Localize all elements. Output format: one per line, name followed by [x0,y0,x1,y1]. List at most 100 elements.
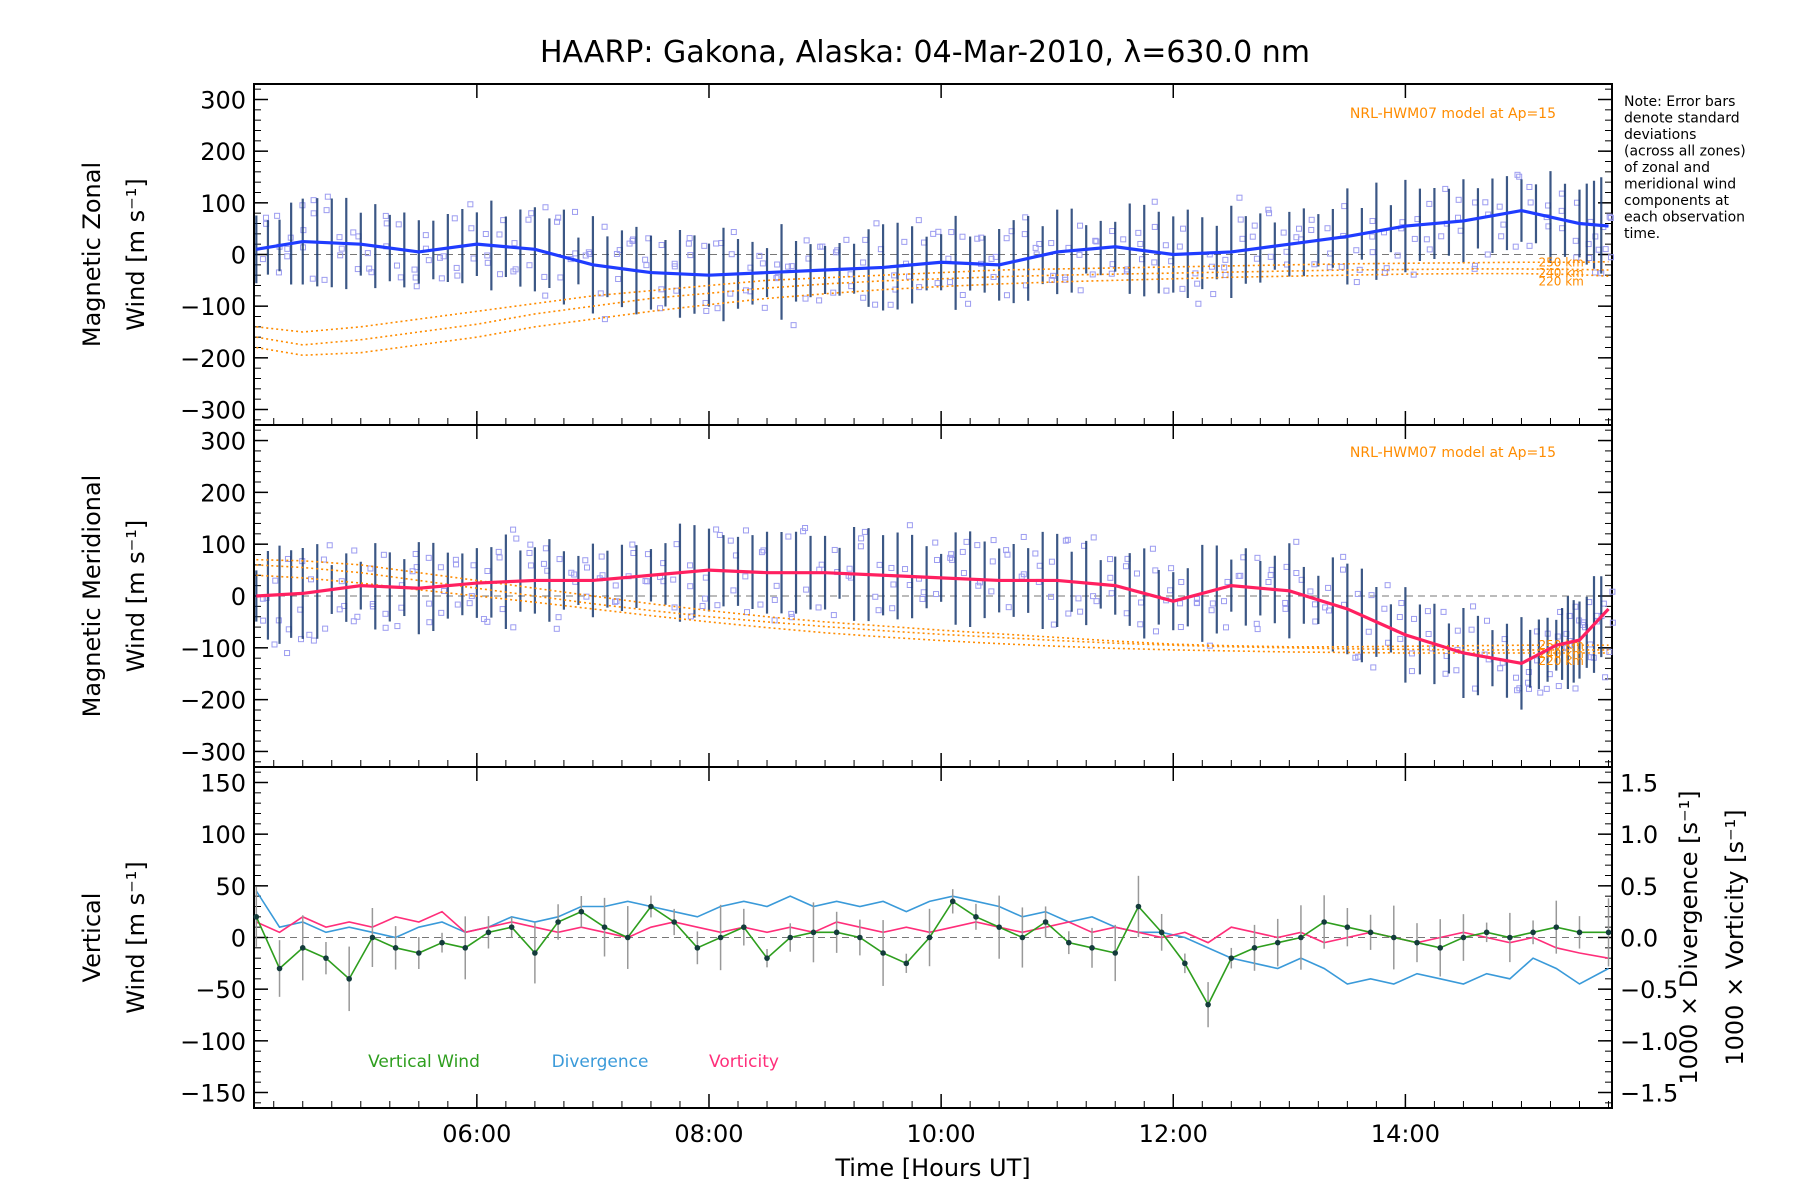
sample-marker [1267,572,1274,579]
sample-marker [1209,600,1216,607]
sample-marker [454,272,461,279]
sample-marker [830,612,837,619]
y-axis-label: Wind [m s⁻¹] [122,178,150,330]
sample-marker [1558,190,1565,197]
sample-marker [1162,242,1169,249]
sample-marker [1137,240,1144,247]
sample-marker [1109,228,1116,235]
sample-marker [484,567,491,574]
sample-marker [274,212,281,219]
sample-marker [1179,285,1186,292]
sample-marker [671,260,678,267]
sample-marker [1543,685,1550,692]
sample-marker [730,587,737,594]
legend-entry: Divergence [552,1052,649,1072]
sample-marker [915,217,922,224]
sample-marker [1537,689,1544,696]
sample-marker [860,294,867,301]
y2-tick-label: −1.0 [1620,1028,1678,1056]
sample-marker [1440,608,1447,615]
x-tick-label: 06:00 [442,1120,511,1148]
sample-marker [557,274,564,281]
model-line [256,268,1609,346]
sample-marker [271,641,278,648]
sample-marker [713,240,720,247]
sample-marker [554,218,561,225]
y-axis-label: Vertical [78,893,106,983]
sample-marker [336,234,343,241]
sample-marker [935,228,942,235]
sample-marker [1326,264,1333,271]
sample-marker [761,304,768,311]
sample-marker [382,624,389,631]
sample-marker [1178,579,1185,586]
sample-marker [760,547,767,554]
sample-marker [1092,237,1099,244]
sample-marker [846,565,853,572]
sample-marker [555,614,562,621]
sample-marker [272,577,279,584]
sample-marker [542,545,549,552]
mean-wind-line [256,568,1610,666]
vertical-wind-point [1437,945,1444,951]
sample-marker [1525,669,1532,676]
sample-marker [601,223,608,230]
sample-marker [1497,665,1504,672]
vertical-wind-point [1321,919,1327,925]
vertical-wind-point [392,945,399,951]
sample-marker [1235,572,1242,579]
note-line: of zonal and [1624,160,1710,176]
vertical-wind-point [1158,929,1165,936]
sample-marker [572,250,579,257]
sample-marker [1003,235,1010,242]
sample-marker [306,631,313,638]
sample-marker [1151,198,1158,205]
vertical-wind-point [1089,945,1095,951]
sample-marker [525,216,532,223]
vertical-wind-point [1182,960,1188,967]
sample-marker [790,322,797,329]
vertical-wind-point [1298,934,1304,941]
sample-marker [398,604,405,611]
sample-marker [1107,556,1114,563]
sample-marker [1527,199,1534,206]
model-altitude-label: 240 km [1539,647,1584,661]
vertical-wind-point [1344,924,1351,930]
sample-marker [615,276,622,283]
vertical-wind-point [949,898,956,905]
sample-marker [510,268,517,275]
sample-marker [1107,574,1114,581]
sample-marker [397,274,404,281]
sample-marker [1398,600,1405,607]
sample-marker [990,273,997,280]
sample-marker [1267,253,1274,260]
sample-marker [351,547,358,554]
sample-marker [876,561,883,568]
sample-marker [1032,244,1039,251]
sample-marker [496,231,503,238]
sample-marker [382,610,389,617]
sample-marker [583,593,590,600]
sample-marker [1122,563,1129,570]
sample-marker [758,549,765,556]
sample-marker [1077,222,1084,229]
vertical-wind-point [1483,929,1490,936]
y-tick-label: 300 [200,428,246,456]
y-tick-label: −200 [180,687,246,715]
sample-marker [702,574,709,581]
sample-marker [1411,615,1418,622]
sample-marker [499,606,506,613]
sample-marker [527,541,534,548]
sample-marker [572,208,579,215]
sample-marker [382,212,389,219]
sample-marker [1177,624,1184,631]
sample-marker [1325,607,1332,614]
note-line: components at [1624,193,1730,209]
sample-marker [350,618,357,625]
sample-marker [496,554,503,561]
sample-marker [1253,255,1260,262]
sample-marker [555,214,562,221]
y-tick-label: 100 [200,821,246,849]
sample-marker [321,276,328,283]
sample-marker [1423,236,1430,243]
